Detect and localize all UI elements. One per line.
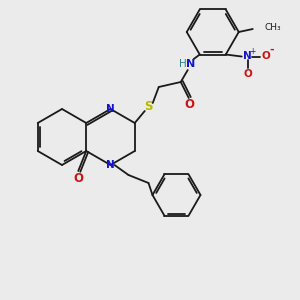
Text: N: N: [243, 50, 252, 61]
Text: -: -: [269, 44, 274, 55]
Text: O: O: [185, 98, 195, 110]
Text: N: N: [186, 59, 195, 69]
Text: O: O: [73, 172, 83, 184]
Text: CH₃: CH₃: [265, 22, 281, 32]
Text: S: S: [145, 100, 153, 113]
Text: +: +: [250, 47, 256, 56]
Text: N: N: [106, 104, 115, 114]
Text: N: N: [106, 160, 115, 170]
Text: O: O: [243, 68, 252, 79]
Text: O: O: [261, 50, 270, 61]
Text: H: H: [179, 59, 187, 69]
